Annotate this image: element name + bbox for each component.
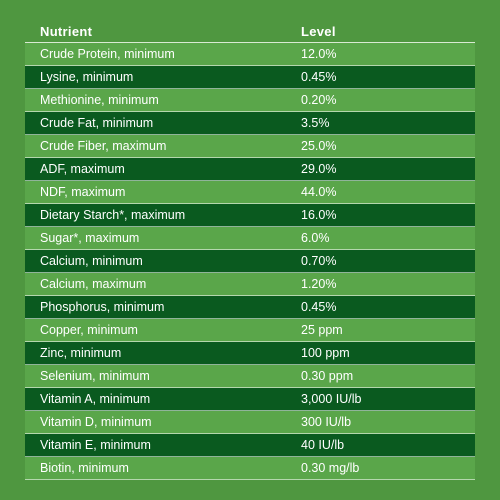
nutrient-name: Selenium, minimum — [40, 369, 150, 383]
table-row: Vitamin A, minimum 3,000 IU/lb — [25, 388, 475, 411]
nutrient-level: 0.70% — [301, 254, 337, 268]
level-column-header: Level — [301, 24, 336, 39]
table-row: Copper, minimum 25 ppm — [25, 319, 475, 342]
nutrient-column-header: Nutrient — [40, 24, 93, 39]
table-row: Crude Fiber, maximum 25.0% — [25, 135, 475, 158]
table-row: Lysine, minimum 0.45% — [25, 66, 475, 89]
row-divider — [25, 111, 475, 112]
nutrient-level: 25.0% — [301, 139, 337, 153]
table-row: Calcium, maximum 1.20% — [25, 273, 475, 296]
nutrient-name: Vitamin E, minimum — [40, 438, 151, 452]
table-body: Crude Protein, minimum 12.0% Lysine, min… — [25, 43, 475, 480]
nutrient-level: 0.45% — [301, 300, 337, 314]
nutrient-name: Biotin, minimum — [40, 461, 129, 475]
nutrient-name: Crude Protein, minimum — [40, 47, 175, 61]
row-divider — [25, 134, 475, 135]
table-row: Calcium, minimum 0.70% — [25, 250, 475, 273]
row-divider — [25, 249, 475, 250]
row-divider — [25, 157, 475, 158]
nutrient-level: 300 IU/lb — [301, 415, 352, 429]
nutrient-name: Crude Fat, minimum — [40, 116, 154, 130]
row-divider — [25, 203, 475, 204]
nutrient-name: Methionine, minimum — [40, 93, 159, 107]
nutrient-name: Dietary Starch*, maximum — [40, 208, 186, 222]
table-row: Selenium, minimum 0.30 ppm — [25, 365, 475, 388]
table-row: Crude Fat, minimum 3.5% — [25, 112, 475, 135]
table-row: Dietary Starch*, maximum 16.0% — [25, 204, 475, 227]
nutrient-name: ADF, maximum — [40, 162, 125, 176]
table-row: Biotin, minimum 0.30 mg/lb — [25, 457, 475, 480]
nutrient-name: Crude Fiber, maximum — [40, 139, 167, 153]
row-divider — [25, 65, 475, 66]
nutrient-name: Calcium, minimum — [40, 254, 143, 268]
nutrient-level: 0.30 ppm — [301, 369, 354, 383]
nutrient-name: Vitamin D, minimum — [40, 415, 152, 429]
nutrient-name: Copper, minimum — [40, 323, 138, 337]
nutrient-name: Zinc, minimum — [40, 346, 122, 360]
row-divider — [25, 88, 475, 89]
nutrient-level: 0.20% — [301, 93, 337, 107]
row-divider — [25, 318, 475, 319]
nutrient-name: Phosphorus, minimum — [40, 300, 165, 314]
nutrient-name: NDF, maximum — [40, 185, 126, 199]
row-divider — [25, 295, 475, 296]
table-row: ADF, maximum 29.0% — [25, 158, 475, 181]
table-row: Zinc, minimum 100 ppm — [25, 342, 475, 365]
row-divider — [25, 456, 475, 457]
row-divider — [25, 410, 475, 411]
nutrient-level: 1.20% — [301, 277, 337, 291]
nutrient-level: 44.0% — [301, 185, 337, 199]
nutrient-level: 100 ppm — [301, 346, 350, 360]
table-row: Methionine, minimum 0.20% — [25, 89, 475, 112]
row-divider — [25, 387, 475, 388]
table-row: Vitamin E, minimum 40 IU/lb — [25, 434, 475, 457]
nutrient-level: 0.45% — [301, 70, 337, 84]
table-row: Sugar*, maximum 6.0% — [25, 227, 475, 250]
nutrient-level: 12.0% — [301, 47, 337, 61]
nutrient-level: 3,000 IU/lb — [301, 392, 362, 406]
table-row: Phosphorus, minimum 0.45% — [25, 296, 475, 319]
row-divider — [25, 180, 475, 181]
nutrient-level: 6.0% — [301, 231, 330, 245]
nutrient-level: 40 IU/lb — [301, 438, 345, 452]
table-row: Crude Protein, minimum 12.0% — [25, 43, 475, 66]
nutrient-name: Sugar*, maximum — [40, 231, 140, 245]
table-row: Vitamin D, minimum 300 IU/lb — [25, 411, 475, 434]
nutrient-level: 0.30 mg/lb — [301, 461, 360, 475]
nutrient-level: 16.0% — [301, 208, 337, 222]
header-divider — [25, 42, 475, 43]
row-divider — [25, 433, 475, 434]
row-divider — [25, 479, 475, 480]
table-row: NDF, maximum 44.0% — [25, 181, 475, 204]
table-header: Nutrient Level — [0, 18, 500, 44]
row-divider — [25, 341, 475, 342]
nutrient-name: Lysine, minimum — [40, 70, 134, 84]
row-divider — [25, 364, 475, 365]
nutrient-level: 29.0% — [301, 162, 337, 176]
row-divider — [25, 272, 475, 273]
nutrient-name: Vitamin A, minimum — [40, 392, 151, 406]
nutrient-name: Calcium, maximum — [40, 277, 147, 291]
nutrient-level: 25 ppm — [301, 323, 343, 337]
row-divider — [25, 226, 475, 227]
nutrient-level: 3.5% — [301, 116, 330, 130]
